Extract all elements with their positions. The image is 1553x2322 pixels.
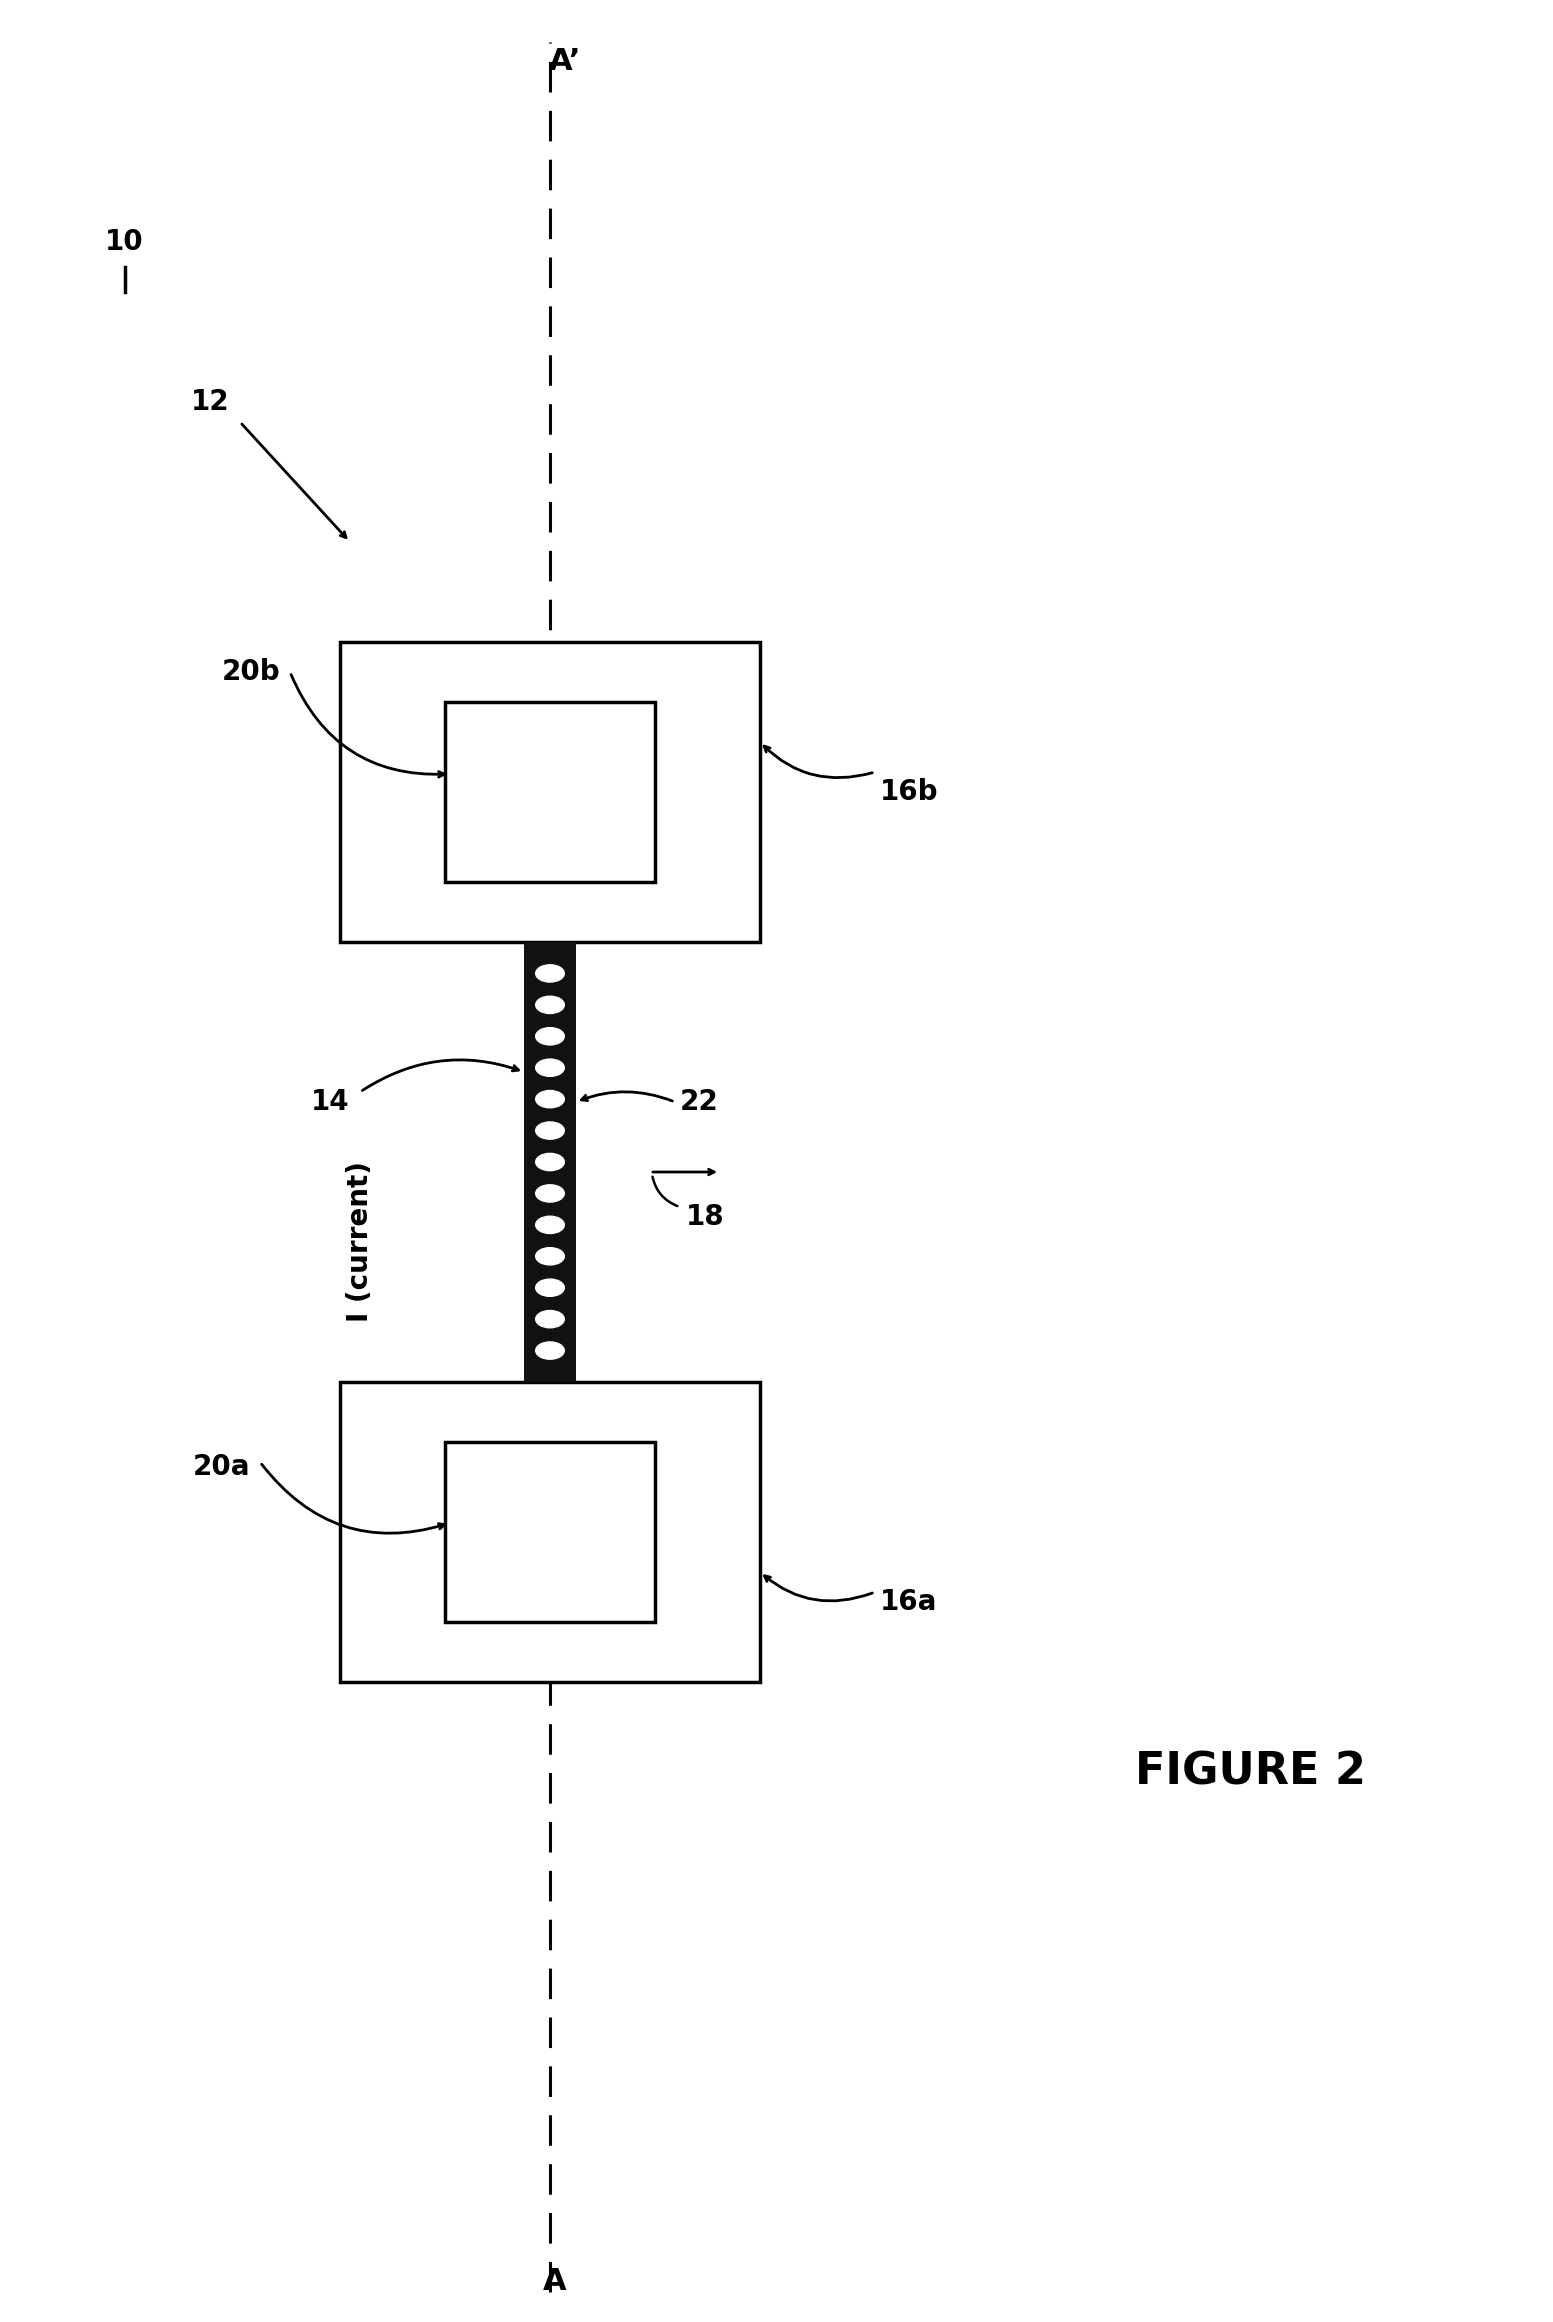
Ellipse shape (536, 1247, 564, 1265)
Bar (446, 1442, 655, 1623)
Text: 18: 18 (686, 1203, 724, 1231)
Text: 20b: 20b (222, 657, 280, 685)
Text: A: A (544, 2269, 567, 2296)
Ellipse shape (536, 1217, 564, 1233)
Text: 22: 22 (680, 1089, 719, 1117)
Text: FIGURE 2: FIGURE 2 (1135, 1751, 1365, 1793)
Text: 10: 10 (106, 228, 143, 255)
Bar (523, 943, 576, 1382)
Ellipse shape (536, 996, 564, 1012)
Bar (446, 701, 655, 882)
Ellipse shape (536, 1029, 564, 1045)
Ellipse shape (536, 1184, 564, 1203)
Text: 20a: 20a (193, 1454, 250, 1481)
Ellipse shape (536, 964, 564, 982)
Ellipse shape (536, 1091, 564, 1108)
Ellipse shape (536, 1154, 564, 1170)
Text: 16b: 16b (881, 778, 938, 806)
Ellipse shape (536, 1342, 564, 1358)
Text: A’: A’ (548, 46, 581, 77)
Ellipse shape (536, 1279, 564, 1296)
Ellipse shape (536, 1122, 564, 1140)
Bar (340, 1382, 759, 1681)
Bar (340, 641, 759, 943)
Text: I (current): I (current) (346, 1161, 374, 1324)
Ellipse shape (536, 1059, 564, 1077)
Text: 12: 12 (191, 388, 230, 416)
Text: 16a: 16a (881, 1588, 938, 1616)
Ellipse shape (536, 1310, 564, 1328)
Text: 14: 14 (311, 1089, 349, 1117)
